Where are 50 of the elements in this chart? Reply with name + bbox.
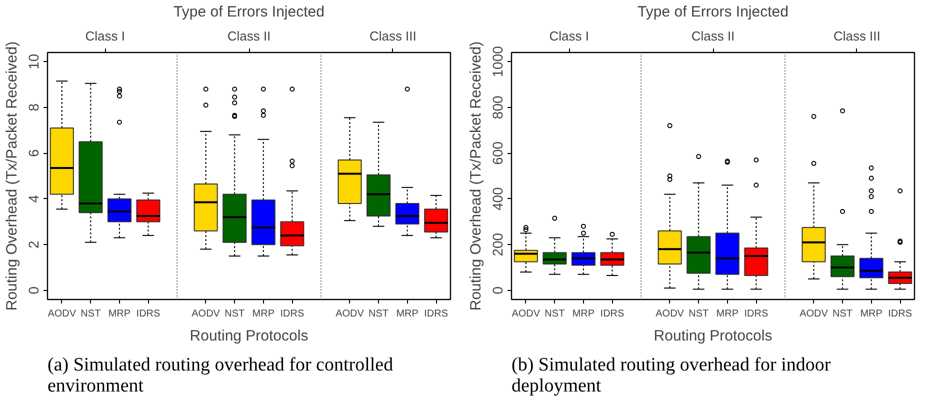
x-tick-label: AODV xyxy=(656,308,684,320)
x-tick-label: NST xyxy=(368,308,389,320)
x-tick-label: MRP xyxy=(860,308,883,320)
text: Class III xyxy=(369,28,416,44)
x-tick-label: AODV xyxy=(336,308,364,320)
text: Class III xyxy=(833,28,880,44)
x-tick-label: NST xyxy=(80,308,101,320)
x-tick-label: NST xyxy=(544,308,565,320)
y-axis-title: Routing Overhead (Tx/Packet Received) xyxy=(4,41,20,311)
chart-title: Type of Errors Injected xyxy=(174,4,324,20)
x-tick-label: NST xyxy=(832,308,853,320)
y-tick-label: 0 xyxy=(490,286,506,294)
y-tick-label: 400 xyxy=(490,186,506,211)
x-tick-label: MRP xyxy=(572,308,595,320)
y-axis-title: Routing Overhead (Tx/Packet Received) xyxy=(468,41,484,311)
y-tick-label: 6 xyxy=(26,149,42,158)
chart-title: Type of Errors Injected xyxy=(638,4,788,20)
y-tick-label: 4 xyxy=(26,194,42,203)
text: (b) Simulated routing overhead for indoor deployment xyxy=(512,354,832,396)
y-tick-label: 1000 xyxy=(490,46,506,78)
x-tick-label: MRP xyxy=(716,308,739,320)
y-tick-label: 200 xyxy=(490,232,506,256)
text: Class I xyxy=(85,28,125,44)
x-tick-label: IDRS xyxy=(744,308,768,320)
x-axis-title: Routing Protocols xyxy=(654,328,772,344)
x-tick-label: MRP xyxy=(108,308,131,320)
x-tick-label: MRP xyxy=(396,308,419,320)
text: (a) Simulated routing overhead for controlled environment xyxy=(48,354,394,396)
x-tick-label: IDRS xyxy=(424,308,448,320)
x-axis-title: Routing Protocols xyxy=(190,328,308,344)
y-tick-label: 10 xyxy=(26,54,42,70)
x-tick-label: IDRS xyxy=(136,308,161,320)
x-tick-label: MRP xyxy=(252,308,275,320)
y-tick-label: 2 xyxy=(26,240,42,249)
x-tick-label: NST xyxy=(224,308,245,320)
y-tick-label: 600 xyxy=(490,141,506,165)
x-tick-label: AODV xyxy=(192,308,220,320)
y-tick-label: 8 xyxy=(26,103,42,112)
y-tick-label: 0 xyxy=(26,286,42,294)
text: Class II xyxy=(227,28,271,44)
x-tick-label: IDRS xyxy=(280,308,304,320)
text: Class I xyxy=(549,28,589,44)
x-tick-label: IDRS xyxy=(600,308,625,320)
x-tick-label: NST xyxy=(688,308,709,320)
text: Class II xyxy=(691,28,735,44)
x-tick-label: AODV xyxy=(48,308,76,320)
x-tick-label: AODV xyxy=(512,308,540,320)
x-tick-label: IDRS xyxy=(888,308,912,320)
x-tick-label: AODV xyxy=(800,308,828,320)
y-tick-label: 800 xyxy=(490,95,506,120)
